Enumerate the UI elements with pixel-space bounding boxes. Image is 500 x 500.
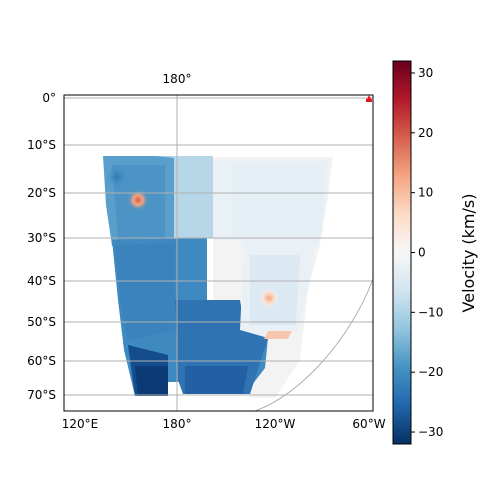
region-central-north-strip <box>173 156 213 238</box>
corner-marker <box>366 95 372 102</box>
anomaly-blob-west <box>105 165 129 189</box>
lat-label-10s: 10°S <box>27 138 56 152</box>
colorbar-tick-label: 20 <box>418 126 433 140</box>
colorbar-tick-label: −30 <box>418 425 443 439</box>
hotspot-east-streak <box>264 331 292 339</box>
region-west-lower-b <box>115 243 175 340</box>
region-east-north-b <box>232 166 323 235</box>
lat-label-40s: 40°S <box>27 274 56 288</box>
colorbar-tick-label: 0 <box>418 246 426 260</box>
lat-label-20s: 20°S <box>27 186 56 200</box>
colorbar-tick-label: 30 <box>418 66 433 80</box>
lat-label-0: 0° <box>42 91 56 105</box>
lat-label-30s: 30°S <box>27 231 56 245</box>
colorbar-gradient <box>392 60 412 445</box>
bottom-lon-label-180: 180° <box>163 417 192 431</box>
lat-label-50s: 50°S <box>27 315 56 329</box>
colorbar-label: Velocity (km/s) <box>459 194 478 313</box>
map-frame <box>63 94 374 412</box>
colorbar-tick-label: −20 <box>418 365 443 379</box>
bottom-lon-label-60w: 60°W <box>352 417 385 431</box>
graticule <box>64 95 373 411</box>
hotspot-east <box>259 288 279 308</box>
bottom-lon-label-120w: 120°W <box>255 417 296 431</box>
hotspot-west <box>127 189 149 211</box>
region-south-mid <box>185 366 248 394</box>
region-polar-south-b <box>135 366 168 396</box>
map-labels: 180° 0° 10°S 20°S 30°S 40°S 50°S 60°S 70… <box>27 72 386 431</box>
top-lon-label-180: 180° <box>163 72 192 86</box>
colorbar-tick-label: −10 <box>418 305 443 319</box>
meridian-arc <box>254 278 373 411</box>
lat-label-70s: 70°S <box>27 388 56 402</box>
colorbar-tick-label: 10 <box>418 186 433 200</box>
bottom-lon-label-120e: 120°E <box>62 417 99 431</box>
lat-label-60s: 60°S <box>27 354 56 368</box>
velocity-field <box>103 156 333 398</box>
colorbar-ticks: 30 20 10 0 −10 −20 −30 <box>411 66 443 439</box>
colorbar: 30 20 10 0 −10 −20 −30 Velocity (km/s) <box>392 60 478 445</box>
